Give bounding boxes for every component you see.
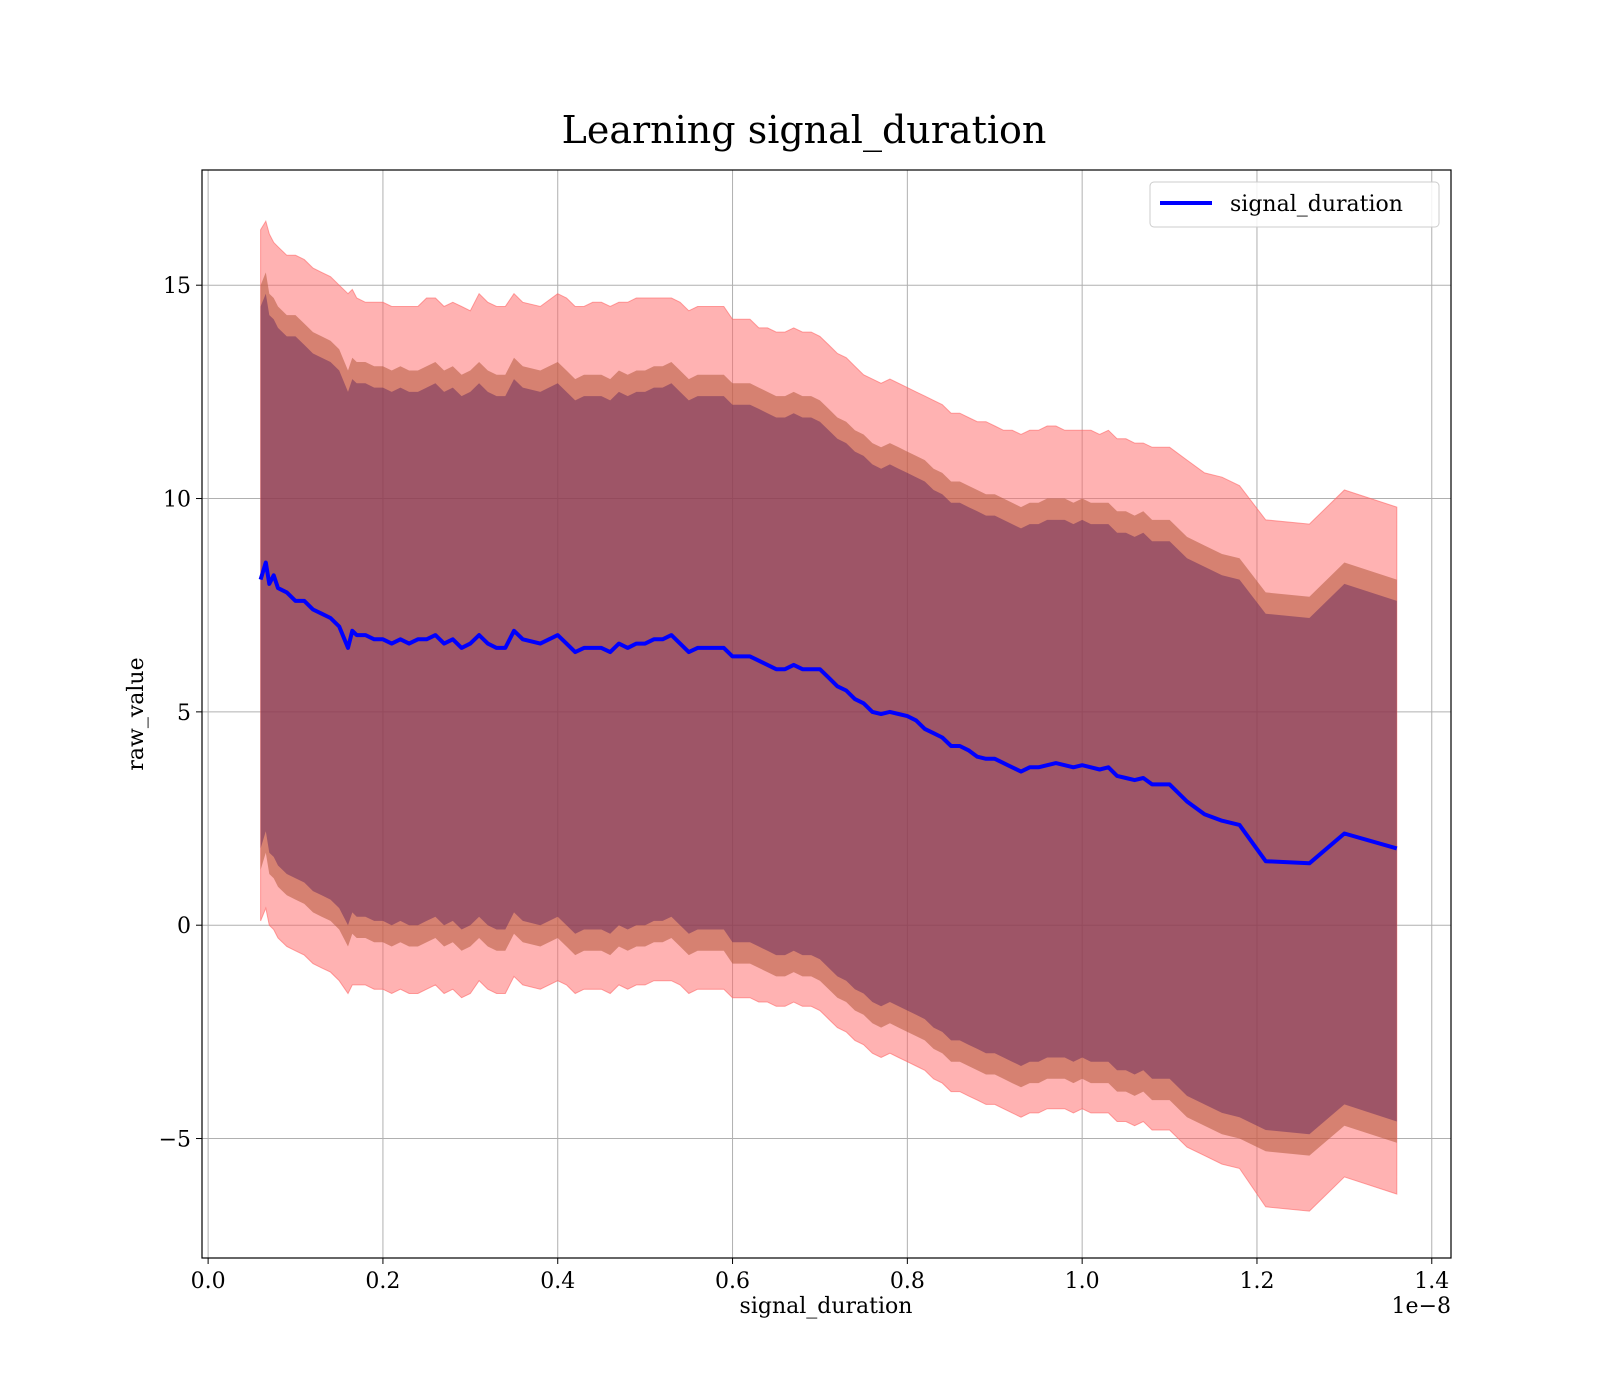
plot-frame xyxy=(201,169,1452,1259)
x-tick-label: 1.2 xyxy=(1239,1269,1274,1294)
ticks: 0.0 0.2 0.4 0.6 0.8 1.0 1.2 1.4 −5 0 5 10 15 xyxy=(159,274,1450,1294)
middle-band xyxy=(260,272,1397,1156)
x-tick-label: 0.0 xyxy=(191,1269,226,1294)
x-tick-label: 0.2 xyxy=(365,1269,400,1294)
legend-box xyxy=(1149,181,1440,228)
y-tick-label: −5 xyxy=(159,1128,191,1153)
series-lines xyxy=(258,560,1398,866)
x-offset-label: 1e−8 xyxy=(1392,1294,1451,1319)
y-tick-label: 0 xyxy=(177,914,191,939)
inner-band xyxy=(260,293,1397,1135)
y-tick-label: 15 xyxy=(163,274,191,299)
y-tick-label: 10 xyxy=(163,488,191,513)
x-tick-label: 0.8 xyxy=(890,1269,925,1294)
x-tick-label: 0.6 xyxy=(715,1269,750,1294)
chart-title: Learning signal_duration xyxy=(562,108,1047,153)
x-tick-label: 0.4 xyxy=(540,1269,575,1294)
x-tick-label: 1.4 xyxy=(1414,1269,1449,1294)
legend-label: signal_duration xyxy=(1230,192,1403,217)
legend: signal_duration xyxy=(1149,181,1440,228)
x-tick-label: 1.0 xyxy=(1065,1269,1100,1294)
series-line-signal_duration xyxy=(258,560,1398,866)
y-tick-label: 5 xyxy=(177,701,191,726)
x-axis-label: signal_duration xyxy=(740,1294,913,1319)
bands xyxy=(260,219,1398,1212)
y-axis-label: raw_value xyxy=(124,657,149,770)
